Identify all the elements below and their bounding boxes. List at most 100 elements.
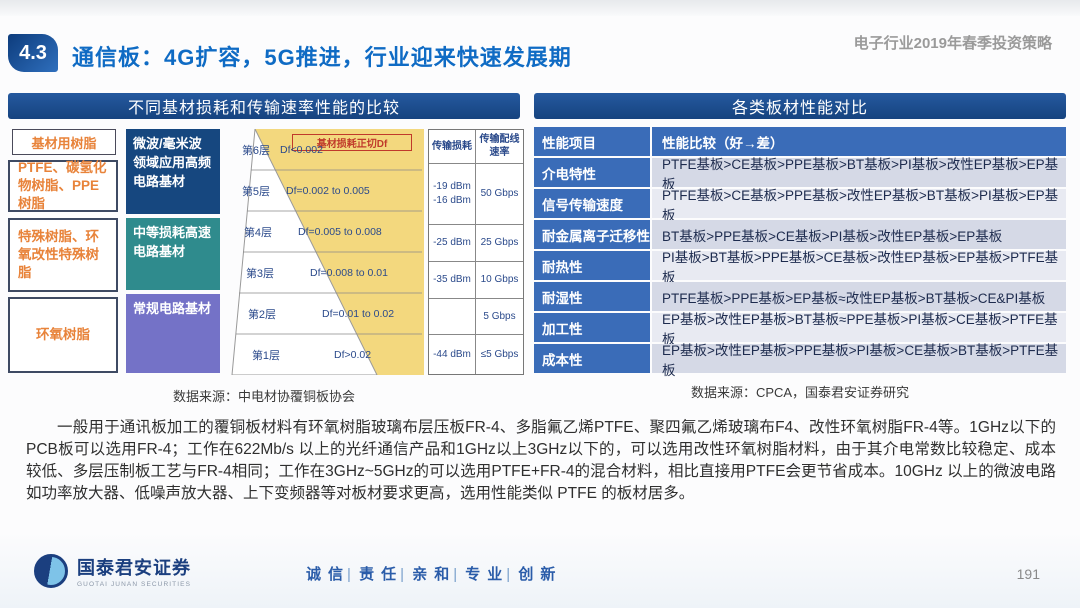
motto-separator: |	[347, 566, 351, 583]
motto-word: 专业	[465, 566, 510, 583]
layer-name: 第4层	[243, 226, 273, 239]
layer-df-value: Df=0.002 to 0.005	[286, 184, 370, 197]
body-paragraph: 一般用于通讯板加工的覆铜板材料有环氧树脂玻璃布层压板FR-4、多脂氟乙烯PTFE…	[26, 419, 1056, 502]
layer-df-value: Df=0.01 to 0.02	[322, 307, 395, 320]
category-box-conventional: 常规电路基材	[126, 294, 220, 373]
header-cell-item: 性能项目	[534, 127, 650, 156]
loss-cell: -35 dBm	[429, 261, 476, 298]
row-value: BT基板>PPE基板>CE基板>PI基板>改性EP基板>EP基板	[652, 220, 1066, 249]
logo-company-name-en: GUOTAI JUNAN SECURITIES	[77, 581, 192, 588]
motto-separator: |	[506, 566, 511, 583]
layer-df-value: Df=0.005 to 0.008	[298, 225, 382, 238]
pyramid-layer: 第5层 Df=0.002 to 0.005	[222, 170, 424, 211]
footer: 国泰君安证券 GUOTAI JUNAN SECURITIES 诚信| 责任| 亲…	[0, 532, 1080, 608]
page-title: 通信板：4G扩容，5G推进，行业迎来快速发展期	[72, 45, 572, 70]
motto-separator: |	[400, 566, 405, 583]
right-panel: 各类板材性能对比 性能项目 性能比较（好→差） 介电特性 PTFE基板>CE基板>…	[534, 93, 1066, 401]
layer-name: 第5层	[241, 185, 271, 198]
loss-cell: -25 dBm	[429, 225, 476, 261]
motto-word: 创新	[518, 566, 563, 583]
logo-icon	[34, 554, 68, 588]
resin-box-epoxy: 环氧树脂	[8, 297, 118, 373]
loss-table-header: 传输损耗 传输配线速率	[429, 130, 523, 164]
rate-cell: 25 Gbps	[480, 237, 519, 249]
row-value: EP基板>改性EP基板>BT基板≈PPE基板>PI基板>CE基板>PTFE基板	[652, 312, 1066, 347]
row-value: PI基板>BT基板>PPE基板>CE基板>改性EP基板>EP基板>PTFE基板	[652, 250, 1066, 285]
row-label: 加工性	[534, 313, 650, 342]
pyramid-layer: 第4层 Df=0.005 to 0.008	[222, 211, 424, 252]
rate-cell: 50 Gbps	[480, 188, 519, 200]
loss-value2: -16 dBm	[433, 194, 471, 206]
layer-df-value: Df<0.002	[280, 143, 323, 156]
left-panel: 不同基材损耗和传输速率性能的比较 基材用树脂 PTFE、碳氢化物树脂、PPE树脂…	[8, 93, 524, 405]
row-label: 耐金属离子迁移性	[534, 220, 650, 249]
table-row: 耐湿性 PTFE基板>PPE基板>EP基板≈改性EP基板>BT基板>CE&PI基板	[534, 282, 1066, 311]
table-row: 耐热性 PI基板>BT基板>PPE基板>CE基板>改性EP基板>EP基板>PTFE…	[534, 250, 1066, 285]
category-box-midloss: 中等损耗高速电路基材	[126, 218, 220, 290]
substrate-loss-diagram: 基材用树脂 PTFE、碳氢化物树脂、PPE树脂 特殊树脂、环氧改性特殊树脂 环氧…	[8, 127, 524, 377]
category-box-microwave: 微波/毫米波领域应用高频电路基材	[126, 129, 220, 214]
top-strip	[0, 0, 1080, 16]
row-value: PTFE基板>CE基板>PPE基板>BT基板>PI基板>改性EP基板>EP基板	[652, 157, 1066, 192]
layer-name: 第3层	[245, 267, 275, 280]
row-value: PTFE基板>CE基板>PPE基板>改性EP基板>BT基板>PI基板>EP基板	[652, 188, 1066, 223]
layer-df-value: Df=0.008 to 0.01	[310, 266, 388, 279]
board-performance-table: 性能项目 性能比较（好→差） 介电特性 PTFE基板>CE基板>PPE基板>BT基…	[534, 127, 1066, 378]
pyramid-layer: 第3层 Df=0.008 to 0.01	[222, 252, 424, 293]
resin-header-box: 基材用树脂	[12, 129, 116, 155]
pyramid-layer: 第6层 Df<0.002	[222, 129, 424, 170]
table-row: 成本性 EP基板>改性EP基板>PPE基板>PI基板>CE基板>BT基板>PTFE…	[534, 343, 1066, 378]
layer-name: 第6层	[241, 144, 271, 157]
row-label: 耐热性	[534, 251, 650, 280]
motto-separator: |	[453, 566, 458, 583]
row-label: 信号传输速度	[534, 189, 650, 218]
right-source-note: 数据来源：CPCA，国泰君安证券研究	[690, 385, 910, 400]
table-row: 加工性 EP基板>改性EP基板>BT基板≈PPE基板>PI基板>CE基板>PTFE…	[534, 312, 1066, 347]
left-source-note: 数据来源：中电材协覆铜板协会	[172, 389, 355, 404]
layer-df-value: Df>0.02	[334, 348, 372, 361]
section-number-badge: 4.3	[8, 34, 58, 72]
resin-box-special: 特殊树脂、环氧改性特殊树脂	[8, 218, 118, 292]
row-label: 介电特性	[534, 158, 650, 187]
rate-cell: 10 Gbps	[480, 274, 519, 286]
right-panel-title: 各类板材性能对比	[534, 93, 1066, 119]
logo-company-name: 国泰君安证券	[77, 558, 191, 578]
loss-table-row: 5 Gbps	[429, 298, 523, 336]
motto-word: 亲和	[412, 566, 457, 583]
report-name: 电子行业2019年春季投资策略	[853, 35, 1052, 52]
loss-table-row: -35 dBm 10 Gbps	[429, 261, 523, 299]
transmission-loss-table: 传输损耗 传输配线速率 -19 dBm -16 dBm 50 Gbps -25 d…	[428, 129, 524, 375]
table-row: 耐金属离子迁移性 BT基板>PPE基板>CE基板>PI基板>改性EP基板>EP基板	[534, 220, 1066, 249]
rate-cell: 5 Gbps	[483, 310, 516, 322]
rate-header-cell: 传输配线速率	[479, 133, 520, 159]
layer-name: 第1层	[251, 349, 281, 362]
loss-table-row: -19 dBm -16 dBm 50 Gbps	[429, 163, 523, 226]
company-motto: 诚信| 责任| 亲和| 专业| 创新	[306, 563, 562, 584]
left-panel-title: 不同基材损耗和传输速率性能的比较	[8, 93, 520, 119]
table-row: 信号传输速度 PTFE基板>CE基板>PPE基板>改性EP基板>BT基板>PI基板…	[534, 188, 1066, 223]
row-value: PTFE基板>PPE基板>EP基板≈改性EP基板>BT基板>CE&PI基板	[652, 282, 1066, 311]
loss-pyramid: 基材损耗正切Df 第6层 Df<0.002 第5层 Df=0.002 to 0.00…	[222, 129, 424, 375]
layer-name: 第2层	[247, 308, 277, 321]
loss-header-cell: 传输损耗	[429, 130, 476, 163]
pyramid-layer: 第1层 Df>0.02	[222, 334, 424, 375]
rate-cell: ≤5 Gbps	[480, 348, 519, 360]
page-number: 191	[1016, 566, 1040, 582]
motto-word: 诚信	[306, 566, 351, 583]
loss-value: -19 dBm	[433, 181, 471, 193]
loss-cell: -19 dBm -16 dBm	[429, 163, 476, 225]
loss-cell	[429, 298, 476, 335]
loss-table-row: -44 dBm ≤5 Gbps	[429, 335, 523, 374]
loss-cell: -44 dBm	[429, 335, 476, 374]
motto-word: 责任	[359, 566, 404, 583]
row-label: 成本性	[534, 344, 650, 373]
company-logo: 国泰君安证券 GUOTAI JUNAN SECURITIES	[34, 554, 191, 588]
table-row: 介电特性 PTFE基板>CE基板>PPE基板>BT基板>PI基板>改性EP基板>E…	[534, 157, 1066, 192]
pyramid-layer: 第2层 Df=0.01 to 0.02	[222, 293, 424, 334]
header-cell-comparison: 性能比较（好→差）	[652, 127, 1066, 156]
table-header-row: 性能项目 性能比较（好→差）	[534, 127, 1066, 156]
df-label-box: 基材损耗正切Df	[292, 134, 412, 151]
resin-box-ptfe: PTFE、碳氢化物树脂、PPE树脂	[8, 160, 118, 212]
loss-table-row: -25 dBm 25 Gbps	[429, 225, 523, 262]
row-value: EP基板>改性EP基板>PPE基板>PI基板>CE基板>BT基板>PTFE基板	[652, 343, 1066, 378]
